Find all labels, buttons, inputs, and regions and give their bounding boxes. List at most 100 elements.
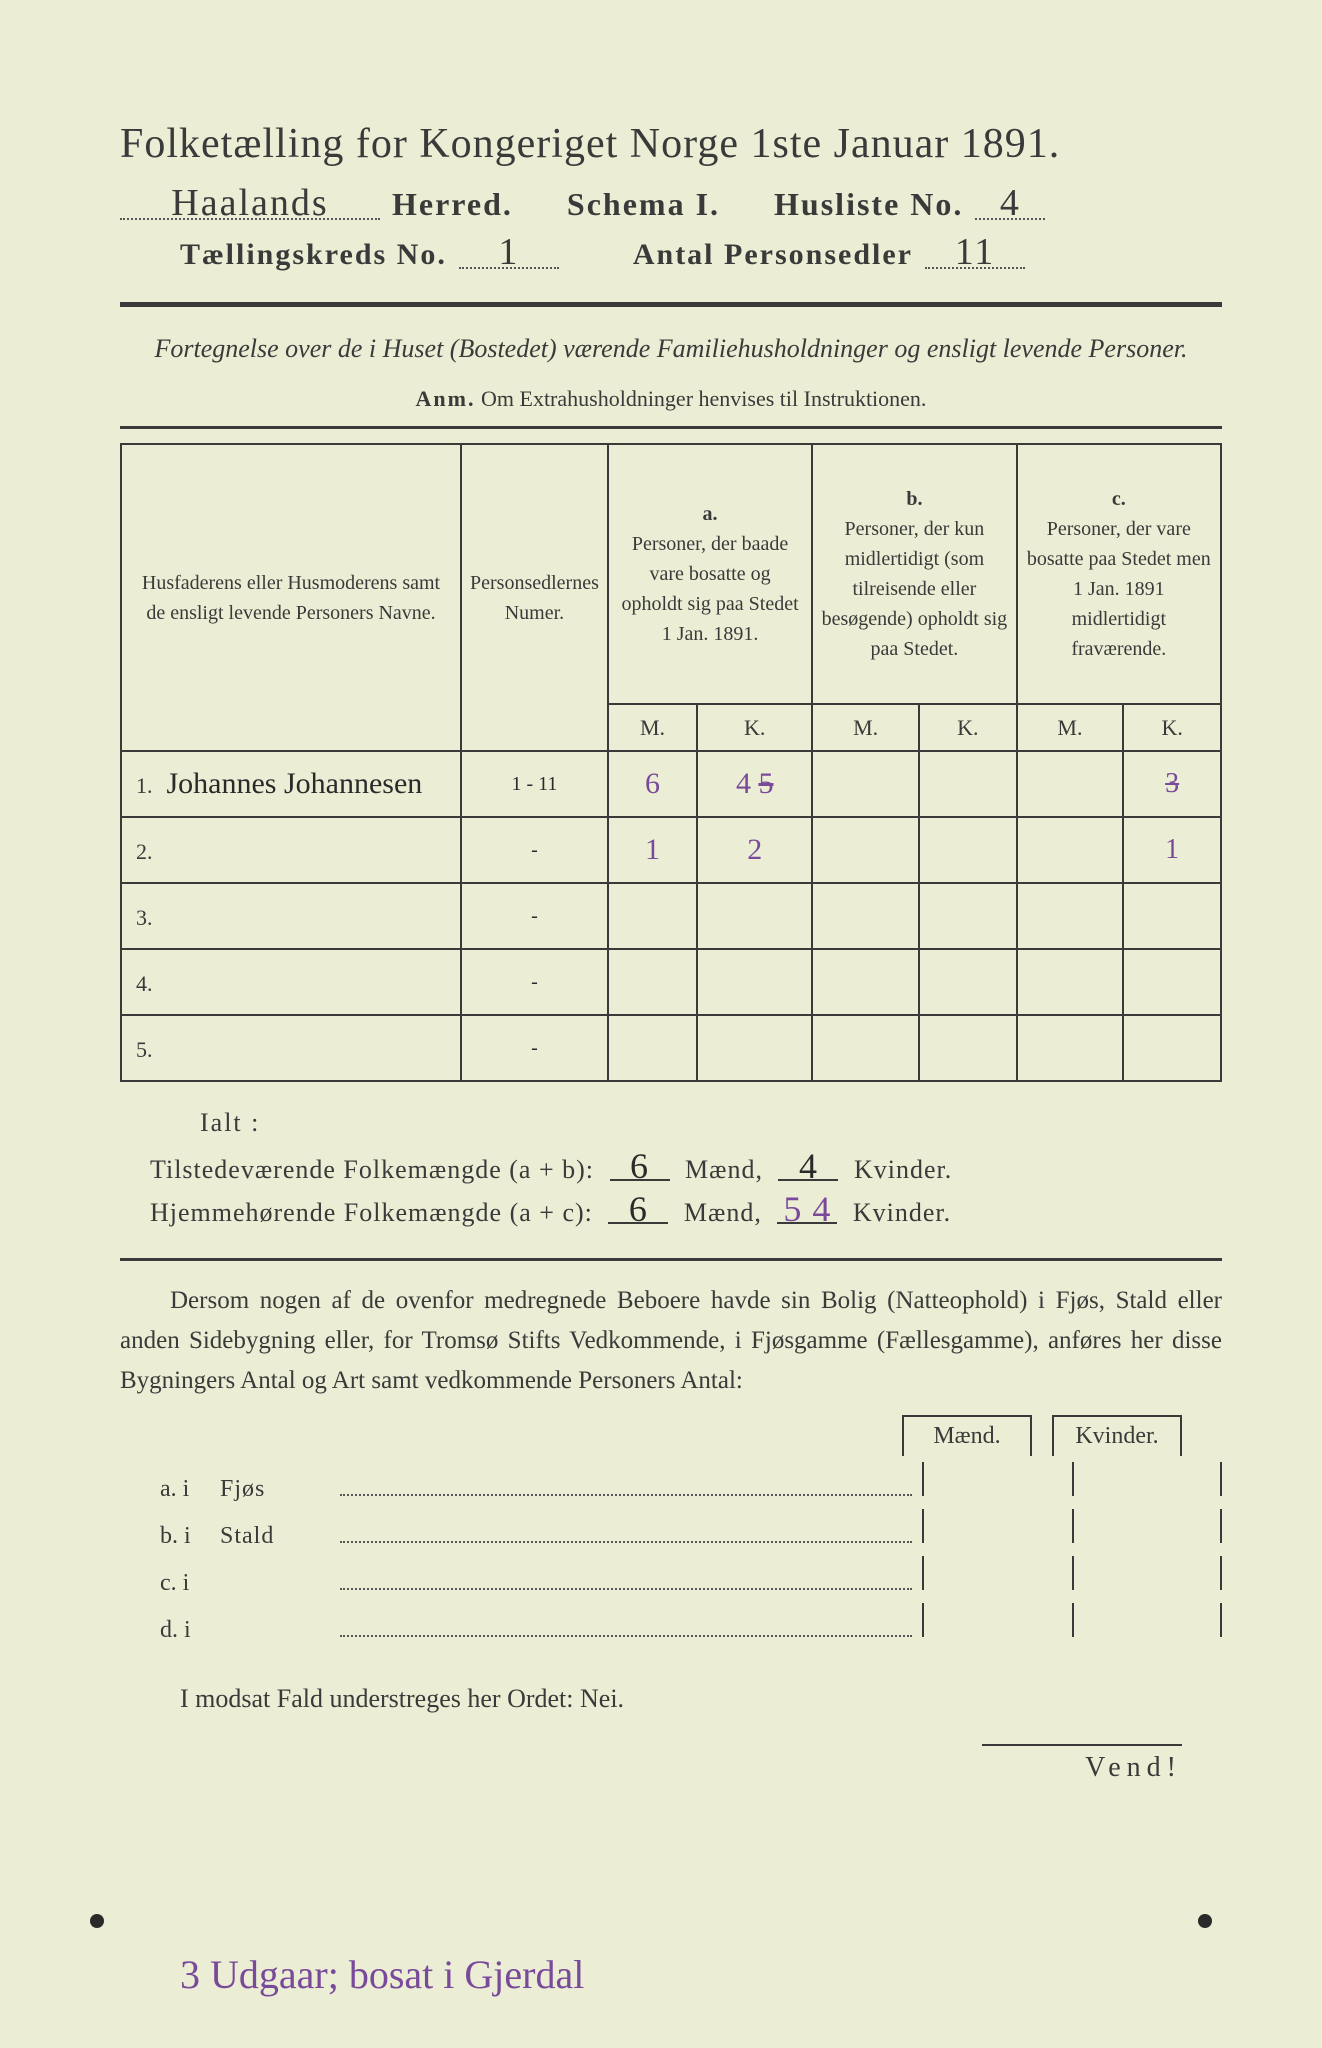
cell-a-k: 2 [697, 817, 812, 883]
kreds-value: 1 [459, 237, 559, 269]
building-row: c. i [160, 1556, 1222, 1597]
rule-med [120, 426, 1222, 429]
row-k-box [1072, 1462, 1222, 1496]
cell-c-k [1123, 1015, 1221, 1081]
punch-mark-right [1198, 1914, 1212, 1928]
row-dots [340, 1635, 912, 1637]
cell-a-k [697, 1015, 812, 1081]
cell-c-m [1017, 1015, 1124, 1081]
cell-c-k [1123, 949, 1221, 1015]
sum2-m: 6 [608, 1197, 668, 1224]
rule-med-2 [120, 1258, 1222, 1261]
sedler-value: 11 [925, 237, 1025, 269]
cell-c-m [1017, 751, 1124, 817]
cell-b-m [812, 949, 919, 1015]
anm-label: Anm. [416, 386, 476, 411]
ialt-label: Ialt : [200, 1108, 1222, 1138]
sum1-m: 6 [610, 1154, 670, 1181]
th-b-m: M. [812, 704, 919, 751]
cell-name: 1.Johannes Johannesen [121, 751, 461, 817]
cell-name: 4. [121, 949, 461, 1015]
th-col-a: a.Personer, der baade vare bosatte og op… [608, 444, 812, 704]
cell-c-k [1123, 883, 1221, 949]
row-m-box [922, 1462, 1072, 1496]
cell-num: 1 - 11 [461, 751, 608, 817]
building-row: a. iFjøs [160, 1462, 1222, 1503]
anm-line: Anm. Om Extrahusholdninger henvises til … [120, 386, 1222, 412]
cell-name: 5. [121, 1015, 461, 1081]
th-names: Husfaderens eller Husmoderens samt de en… [121, 444, 461, 751]
mk-m-label: Mænd. [902, 1415, 1032, 1456]
row-dots [340, 1588, 912, 1590]
building-row: d. i [160, 1603, 1222, 1644]
th-col-b: b.Personer, der kun midlertidigt (som ti… [812, 444, 1016, 704]
subtitle: Fortegnelse over de i Huset (Bostedet) v… [120, 329, 1222, 368]
th-c-k: K. [1123, 704, 1221, 751]
row-letter: d. i [160, 1617, 220, 1644]
rule-thick [120, 302, 1222, 307]
cell-num: - [461, 1015, 608, 1081]
cell-a-m: 6 [608, 751, 697, 817]
punch-mark-left [90, 1914, 104, 1928]
kreds-label: Tællingskreds No. [180, 238, 447, 272]
cell-name: 3. [121, 883, 461, 949]
row-letter: a. i [160, 1476, 220, 1503]
th-a-m: M. [608, 704, 697, 751]
table-row: 5.- [121, 1015, 1221, 1081]
cell-c-k: 3 [1123, 751, 1221, 817]
herred-label: Herred. [392, 186, 513, 223]
cell-b-k [919, 1015, 1017, 1081]
row-letter: b. i [160, 1523, 220, 1550]
cell-b-k [919, 949, 1017, 1015]
cell-b-k [919, 817, 1017, 883]
row-word: Fjøs [220, 1476, 340, 1503]
cell-num: - [461, 949, 608, 1015]
table-row: 3.- [121, 883, 1221, 949]
sum2-mlabel: Mænd, [684, 1198, 762, 1227]
paragraph: Dersom nogen af de ovenfor medregnede Be… [120, 1281, 1222, 1401]
th-b-k: K. [919, 704, 1017, 751]
husliste-value: 4 [975, 188, 1045, 220]
cell-b-m [812, 883, 919, 949]
th-c-m: M. [1017, 704, 1124, 751]
mk-header: Mænd. Kvinder. [120, 1415, 1222, 1456]
sum1-mlabel: Mænd, [685, 1155, 763, 1184]
cell-a-m [608, 883, 697, 949]
bottom-handwritten-note: 3 Udgaar; bosat i Gjerdal [180, 1951, 584, 1998]
sedler-label: Antal Personsedler [633, 238, 913, 272]
th-a-k: K. [697, 704, 812, 751]
row-m-box [922, 1556, 1072, 1590]
census-table: Husfaderens eller Husmoderens samt de en… [120, 443, 1222, 1082]
row-k-box [1072, 1556, 1222, 1590]
mk-k-label: Kvinder. [1052, 1415, 1182, 1456]
th-col-c: c.Personer, der vare bosatte paa Stedet … [1017, 444, 1221, 704]
row-dots [340, 1541, 912, 1543]
schema-label: Schema I. [567, 186, 720, 223]
cell-a-k [697, 883, 812, 949]
cell-a-m: 1 [608, 817, 697, 883]
row-m-box [922, 1509, 1072, 1543]
row-k-box [1072, 1603, 1222, 1637]
sum-row-1: Tilstedeværende Folkemængde (a + b): 6 M… [150, 1154, 1222, 1185]
cell-b-k [919, 883, 1017, 949]
cell-b-k [919, 751, 1017, 817]
row-k-box [1072, 1509, 1222, 1543]
husliste-label: Husliste No. [774, 186, 963, 223]
table-row: 1.Johannes Johannesen1 - 1164 53 [121, 751, 1221, 817]
row-dots [340, 1494, 912, 1496]
header-row-1: Haalands Herred. Schema I. Husliste No. … [120, 186, 1222, 223]
cell-num: - [461, 883, 608, 949]
cell-name: 2. [121, 817, 461, 883]
sum1-label: Tilstedeværende Folkemængde (a + b): [150, 1155, 594, 1184]
nei-line: I modsat Fald understreges her Ordet: Ne… [180, 1684, 1222, 1714]
cell-b-m [812, 751, 919, 817]
table-row: 2.-121 [121, 817, 1221, 883]
sum2-klabel: Kvinder. [853, 1198, 951, 1227]
sum1-k: 4 [778, 1154, 838, 1181]
cell-c-m [1017, 949, 1124, 1015]
cell-a-k [697, 949, 812, 1015]
cell-c-k: 1 [1123, 817, 1221, 883]
sum-row-2: Hjemmehørende Folkemængde (a + c): 6 Mæn… [150, 1197, 1222, 1228]
sum1-klabel: Kvinder. [854, 1155, 952, 1184]
page-title: Folketælling for Kongeriget Norge 1ste J… [120, 120, 1222, 168]
